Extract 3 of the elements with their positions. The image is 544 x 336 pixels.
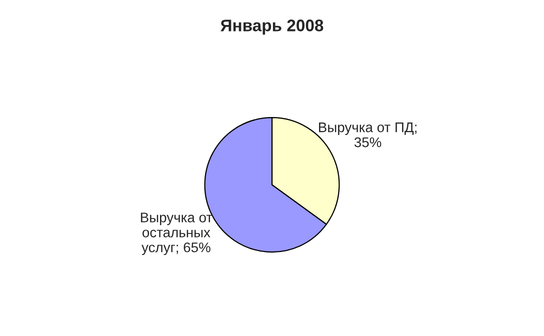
- chart-title: Январь 2008: [220, 20, 324, 35]
- slice-label: Выручка от остальных услуг; 65%: [140, 212, 212, 256]
- slice-label: Выручка от ПД; 35%: [319, 122, 416, 148]
